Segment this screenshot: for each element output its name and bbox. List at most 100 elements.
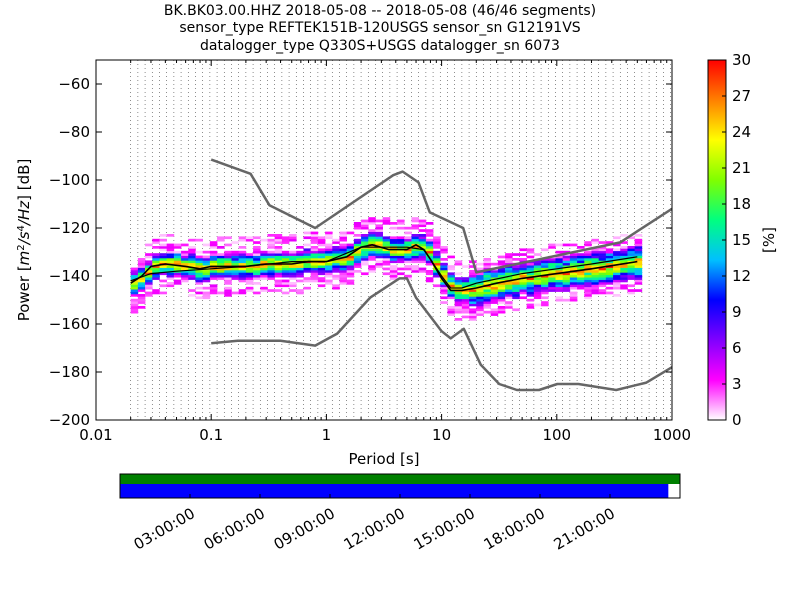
heatmap-cell [217, 270, 225, 273]
heatmap-cell [389, 222, 398, 225]
heatmap-cell [159, 291, 167, 295]
heatmap-cell [483, 260, 491, 264]
heatmap-cell [224, 253, 232, 256]
heatmap-cell [605, 286, 614, 290]
heatmap-cell [303, 248, 311, 252]
heatmap-cell [447, 282, 455, 285]
heatmap-cell [454, 306, 463, 309]
heatmap-cell [159, 272, 167, 276]
heatmap-cell [332, 284, 340, 288]
heatmap-cell [382, 219, 391, 223]
heatmap-cell [202, 294, 211, 297]
heatmap-cell [310, 231, 319, 235]
heatmap-cell [519, 279, 527, 283]
heatmap-cell [389, 272, 398, 276]
heatmap-cell [274, 234, 283, 237]
heatmap-cell [368, 253, 376, 256]
time-tick-label: 21:00:00 [551, 504, 618, 553]
heatmap-cell [130, 284, 139, 288]
heatmap-cell [440, 282, 448, 285]
y-tick-label: −160 [49, 315, 90, 333]
heatmap-cell [188, 289, 196, 292]
heatmap-cell [296, 250, 304, 254]
heatmap-cell [346, 282, 355, 285]
heatmap-cell [260, 286, 268, 290]
heatmap-cell [159, 270, 167, 273]
heatmap-cell [274, 255, 283, 259]
heatmap-cell [317, 258, 326, 261]
heatmap-cell [584, 294, 592, 297]
heatmap-cell [397, 219, 405, 223]
heatmap-cell [310, 250, 319, 254]
heatmap-cell [267, 253, 275, 256]
heatmap-cell [447, 255, 455, 259]
heatmap-cell [490, 291, 499, 295]
heatmap-cell [209, 241, 218, 244]
heatmap-cell [166, 272, 175, 276]
heatmap-cell [483, 277, 491, 280]
heatmap-cell [569, 255, 578, 259]
heatmap-cell [454, 279, 463, 283]
heatmap-cell [289, 284, 297, 288]
heatmap-cell [202, 258, 211, 261]
heatmap-cell [361, 255, 369, 259]
heatmap-cell [217, 262, 225, 266]
heatmap-cell [166, 284, 175, 288]
heatmap-cell [267, 265, 275, 268]
heatmap-cell [389, 241, 398, 244]
heatmap-cell [181, 279, 189, 283]
heatmap-cell [317, 253, 326, 256]
heatmap-cell [145, 265, 153, 268]
heatmap-cell [130, 306, 139, 309]
heatmap-cell [281, 274, 290, 278]
heatmap-cell [418, 267, 427, 271]
heatmap-cell [469, 308, 477, 312]
heatmap-cell [613, 258, 621, 261]
heatmap-cell [137, 270, 146, 273]
heatmap-cell [296, 274, 304, 278]
colorbar-tick-label: 21 [732, 159, 751, 177]
heatmap-cell [238, 258, 247, 261]
data-coverage-bar [120, 474, 680, 484]
heatmap-cell [217, 236, 225, 240]
heatmap-cell [181, 267, 189, 271]
heatmap-cell [418, 250, 427, 254]
heatmap-cell [325, 255, 333, 259]
heatmap-cell [195, 265, 203, 268]
heatmap-cell [461, 298, 470, 302]
heatmap-cell [555, 265, 563, 268]
heatmap-cell [353, 262, 362, 266]
heatmap-cell [598, 277, 607, 280]
heatmap-cell [289, 289, 297, 292]
heatmap-cell [346, 265, 355, 268]
heatmap-cell [569, 267, 578, 271]
heatmap-cell [440, 301, 448, 304]
heatmap-cell [627, 267, 635, 271]
heatmap-cell [548, 270, 556, 273]
heatmap-cell [166, 253, 175, 256]
heatmap-cell [188, 255, 196, 259]
heatmap-cell [137, 306, 146, 309]
heatmap-cell [382, 241, 391, 244]
heatmap-cell [260, 258, 268, 261]
heatmap-cell [310, 236, 319, 240]
heatmap-cell [296, 272, 304, 276]
heatmap-cell [548, 258, 556, 261]
heatmap-cell [296, 265, 304, 268]
heatmap-cell [325, 270, 333, 273]
heatmap-cell [325, 250, 333, 254]
heatmap-cell [332, 277, 340, 280]
heatmap-cell [195, 282, 203, 285]
heatmap-cell [411, 255, 419, 259]
heatmap-cell [346, 243, 355, 247]
heatmap-cell [598, 253, 607, 256]
heatmap-cell [591, 258, 599, 261]
heatmap-cell [368, 270, 376, 273]
heatmap-cell [332, 267, 340, 271]
heatmap-cell [519, 296, 527, 300]
heatmap-cell [577, 277, 585, 280]
heatmap-cell [253, 255, 261, 259]
heatmap-cell [317, 248, 326, 252]
heatmap-cell [505, 291, 513, 295]
heatmap-cell [159, 248, 167, 252]
